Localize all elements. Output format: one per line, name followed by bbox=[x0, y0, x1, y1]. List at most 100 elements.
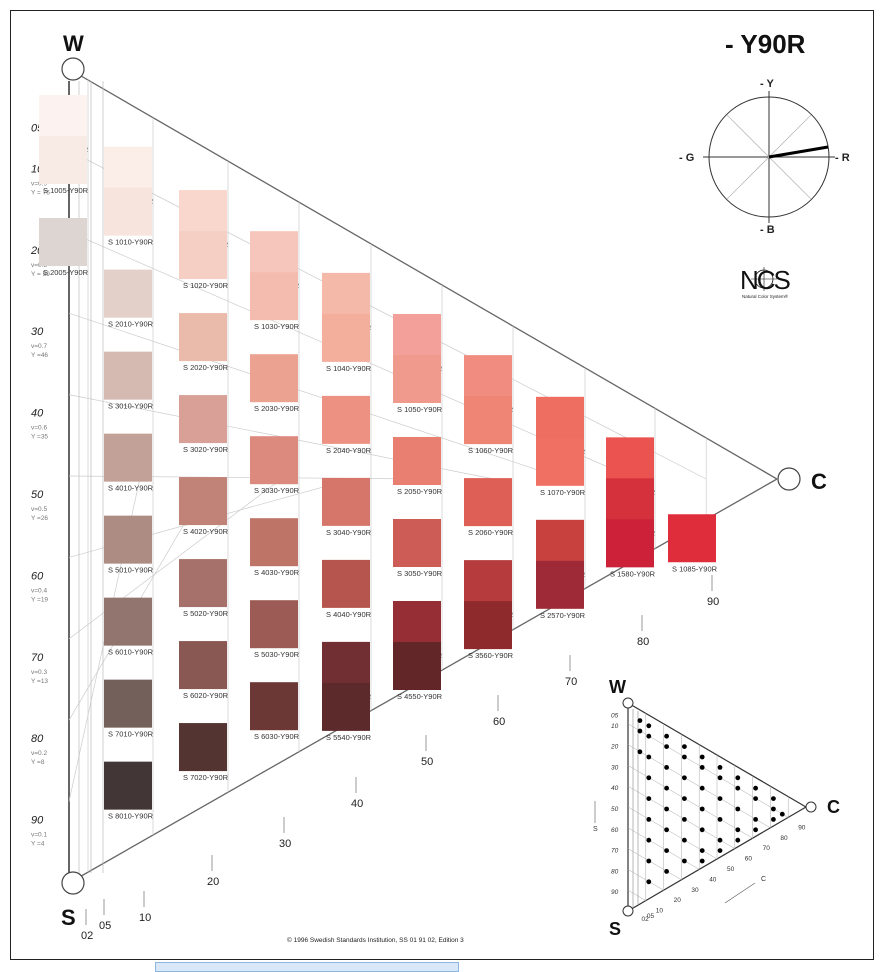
ncs-logo-mark: NCS bbox=[740, 265, 791, 295]
color-swatch bbox=[250, 354, 298, 403]
hue-label-left: - G bbox=[679, 152, 694, 164]
color-swatch bbox=[322, 641, 370, 690]
blackness-scale-label: 80 bbox=[31, 733, 44, 745]
mini-s-tick: 60 bbox=[611, 827, 619, 834]
mini-dot bbox=[682, 744, 687, 749]
mini-dot bbox=[637, 728, 643, 734]
color-swatch bbox=[104, 269, 152, 318]
color-swatch bbox=[464, 560, 512, 609]
mini-s-tick: 20 bbox=[610, 744, 619, 751]
color-swatch bbox=[464, 601, 512, 650]
blackness-y-value: Y = 59 bbox=[31, 271, 50, 278]
hue-label-bottom: - B bbox=[760, 224, 775, 236]
black-corner-label: S bbox=[61, 905, 76, 930]
chromaticness-scale-label: 70 bbox=[565, 676, 577, 688]
mini-dot bbox=[682, 754, 687, 760]
color-swatch bbox=[393, 355, 441, 404]
hue-circle: - Y - R - B - G bbox=[679, 78, 850, 236]
mini-chromatic-circle bbox=[805, 801, 817, 813]
swatch-label: S 2010-Y90R bbox=[108, 320, 154, 329]
mini-s-axis-label: S bbox=[593, 826, 598, 833]
blackness-y-value: Y =35 bbox=[31, 434, 48, 441]
color-swatch bbox=[250, 436, 298, 485]
color-swatch bbox=[179, 723, 227, 772]
swatch-label: S 2030-Y90R bbox=[254, 404, 300, 413]
color-swatch bbox=[464, 396, 512, 445]
blackness-grid-line bbox=[68, 150, 707, 480]
chromaticness-scale-label: 60 bbox=[493, 716, 505, 728]
mini-c-tick: 40 bbox=[709, 876, 717, 883]
color-swatch bbox=[606, 519, 654, 568]
color-swatch bbox=[179, 559, 227, 608]
blackness-y-value: Y =8 bbox=[31, 759, 45, 766]
mini-grid-line bbox=[627, 869, 664, 891]
ncs-logo-subtitle: Natural Color System® bbox=[742, 293, 789, 299]
color-swatch bbox=[393, 642, 441, 691]
mini-dot bbox=[646, 733, 652, 739]
mini-dot bbox=[753, 796, 758, 801]
color-swatch bbox=[179, 313, 227, 362]
color-swatch bbox=[104, 679, 152, 728]
swatch-label: S 2040-Y90R bbox=[326, 446, 372, 455]
color-swatch bbox=[179, 190, 227, 239]
blackness-v-value: v=0.4 bbox=[31, 587, 47, 594]
mini-s-tick: 80 bbox=[611, 868, 619, 875]
mini-grid-line bbox=[627, 827, 700, 870]
mini-grid-line bbox=[627, 723, 789, 818]
swatch-label: S 1020-Y90R bbox=[183, 281, 229, 290]
mini-dot bbox=[664, 733, 669, 739]
mini-dot bbox=[664, 869, 669, 874]
mini-diagram: W S C S C 051020304050607080900205102030… bbox=[593, 677, 840, 939]
swatch-label: S 4550-Y90R bbox=[397, 692, 443, 701]
mini-dot bbox=[664, 785, 669, 791]
swatch-label: S 3010-Y90R bbox=[108, 402, 154, 411]
blackness-y-value: Y =4 bbox=[31, 841, 45, 848]
swatch-label: S 8010-Y90R bbox=[108, 812, 154, 821]
hue-title: - Y90R bbox=[725, 29, 806, 59]
color-swatch bbox=[39, 218, 87, 267]
color-swatch bbox=[179, 395, 227, 444]
mini-dot bbox=[646, 858, 652, 864]
mini-dot bbox=[735, 785, 741, 791]
mini-dot bbox=[717, 848, 723, 853]
mini-dot bbox=[682, 858, 687, 864]
mini-dot bbox=[646, 775, 652, 781]
mini-dot bbox=[753, 785, 758, 791]
swatch-label: S 1085-Y90R bbox=[672, 564, 718, 573]
mini-s-tick: 05 bbox=[611, 712, 619, 719]
swatch-label: S 1040-Y90R bbox=[326, 364, 372, 373]
mini-s-tick: 70 bbox=[611, 848, 619, 855]
swatch-label: S 4010-Y90R bbox=[108, 484, 154, 493]
mini-dot bbox=[717, 837, 723, 843]
blackness-v-value: v=0.3 bbox=[31, 669, 47, 676]
mini-c-tick: 30 bbox=[691, 887, 699, 894]
triangle-top-edge bbox=[68, 68, 778, 480]
color-swatch bbox=[250, 272, 298, 321]
ncs-triangle-diagram: - Y90R 0510v=0.9Y = 7620v=0.8Y = 5930v=0… bbox=[30, 29, 850, 944]
swatch-label: S 3050-Y90R bbox=[397, 569, 443, 578]
color-swatch bbox=[104, 597, 152, 646]
color-swatch bbox=[322, 272, 370, 321]
color-swatch bbox=[464, 478, 512, 527]
mini-dot bbox=[771, 796, 776, 801]
mini-s-tick: 90 bbox=[611, 889, 619, 896]
color-swatch bbox=[104, 515, 152, 564]
mini-dot bbox=[646, 837, 652, 843]
chromaticness-scale-label: 10 bbox=[139, 912, 151, 924]
swatch-label: S 7010-Y90R bbox=[108, 730, 154, 739]
mini-dot bbox=[717, 796, 723, 801]
blackness-grid-line bbox=[68, 312, 565, 480]
chromatic-corner-circle bbox=[777, 467, 801, 491]
mini-c-tick: 20 bbox=[674, 897, 682, 904]
black-corner-circle bbox=[61, 871, 85, 895]
mini-dot bbox=[682, 775, 687, 781]
mini-white-circle bbox=[622, 697, 634, 709]
swatch-label: S 4030-Y90R bbox=[254, 568, 300, 577]
color-swatch bbox=[104, 351, 152, 400]
copyright-note: © 1996 Swedish Standards Institution, SS… bbox=[287, 936, 464, 944]
color-swatch bbox=[250, 518, 298, 567]
mini-c-tick: 90 bbox=[798, 824, 806, 831]
blackness-v-value: v=0.1 bbox=[31, 832, 47, 839]
chromaticness-scale-label: 20 bbox=[207, 876, 219, 888]
